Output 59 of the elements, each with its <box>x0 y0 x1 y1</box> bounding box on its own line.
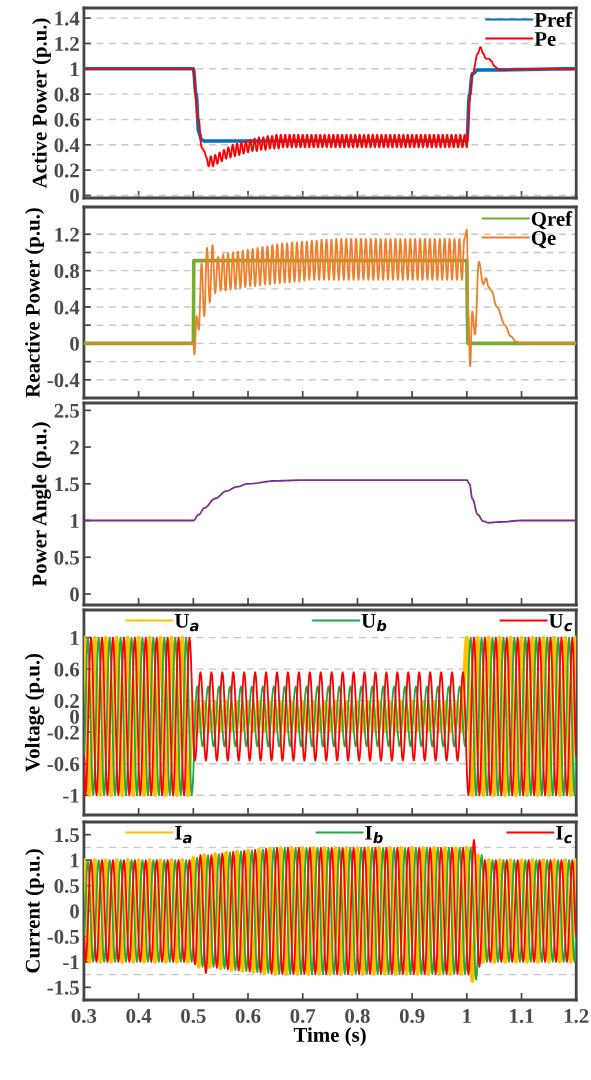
y-tick-label: 1 <box>71 514 79 528</box>
x-tick-label: 1.2 <box>564 1008 589 1024</box>
y-tick-label: 0.5 <box>54 878 79 894</box>
y-tick-label: 0.2 <box>54 163 79 178</box>
y-tick-label: 0.8 <box>54 264 80 279</box>
y-tick-label: -1 <box>63 788 79 803</box>
y-tick-label: 0.4 <box>54 300 80 315</box>
legend-label: Qe <box>531 230 556 249</box>
x-tick-label: 0.5 <box>181 1008 206 1024</box>
y-tick-label: 1.5 <box>55 828 79 843</box>
y-tick-label: 1.2 <box>55 36 79 51</box>
y-tick-label: 2.5 <box>54 403 79 418</box>
y-tick-label: 0 <box>70 587 79 602</box>
y-tick-label: 1 <box>71 853 79 868</box>
y-axis-title: Voltage (p.u.) <box>24 653 44 772</box>
y-tick-label: 2 <box>70 440 79 455</box>
x-tick-label: 0.8 <box>345 1008 370 1024</box>
y-tick-label: 0.6 <box>54 112 80 127</box>
x-tick-label: 1.1 <box>510 1009 534 1024</box>
legend-label: I$_{c}$ <box>556 825 573 844</box>
x-tick-label: 1 <box>463 1009 471 1023</box>
x-tick-label: 0.6 <box>235 1008 261 1024</box>
y-tick-label: 0 <box>70 709 79 724</box>
y-tick-label: -0.6 <box>47 757 80 772</box>
y-axis-title: Current (p.u.) <box>25 849 44 973</box>
y-tick-label: 1.5 <box>55 477 79 492</box>
y-tick-label: 0.2 <box>54 694 79 709</box>
y-tick-label: -1.5 <box>47 980 79 995</box>
y-tick-label: 1 <box>71 631 79 645</box>
y-axis-title: Reactive Power (p.u.) <box>25 208 44 398</box>
legend-label: Qref <box>531 211 573 230</box>
y-tick-label: 0.8 <box>54 87 80 102</box>
legend-label: I$_{a}$ <box>175 825 192 844</box>
y-tick-label: 0.4 <box>54 138 80 153</box>
x-tick-label: 0.4 <box>126 1008 152 1024</box>
x-axis-title: Time (s) <box>293 1027 366 1047</box>
legend-label: Pref <box>534 12 573 27</box>
y-axis-title: Power Angle (p.u.) <box>31 422 51 587</box>
x-tick-label: 0.3 <box>71 1008 97 1024</box>
y-tick-label: -0.4 <box>47 373 80 388</box>
y-tick-label: 0 <box>70 188 79 203</box>
y-axis-title: Active Power (p.u.) <box>32 18 51 189</box>
y-tick-label: 0.5 <box>54 550 79 565</box>
y-tick-label: -1 <box>63 955 79 970</box>
y-tick-label: 0 <box>70 336 79 351</box>
y-tick-label: 0 <box>70 904 79 919</box>
legend-label: Pe <box>534 32 556 46</box>
x-tick-label: 0.7 <box>290 1008 316 1024</box>
y-tick-label: -0.5 <box>47 929 79 944</box>
legend-label: U$_{a}$ <box>174 613 199 632</box>
x-tick-label: 0.9 <box>399 1008 425 1024</box>
y-tick-label: 1.4 <box>55 11 80 26</box>
y-tick-label: -0.2 <box>47 725 79 740</box>
y-tick-label: 0.6 <box>54 662 80 677</box>
legend-label: U$_{b}$ <box>361 613 387 632</box>
y-tick-label: 1.2 <box>55 227 79 242</box>
legend-label: I$_{b}$ <box>365 825 383 844</box>
y-tick-label: 1 <box>71 62 79 77</box>
legend-label: U$_{c}$ <box>549 613 573 632</box>
